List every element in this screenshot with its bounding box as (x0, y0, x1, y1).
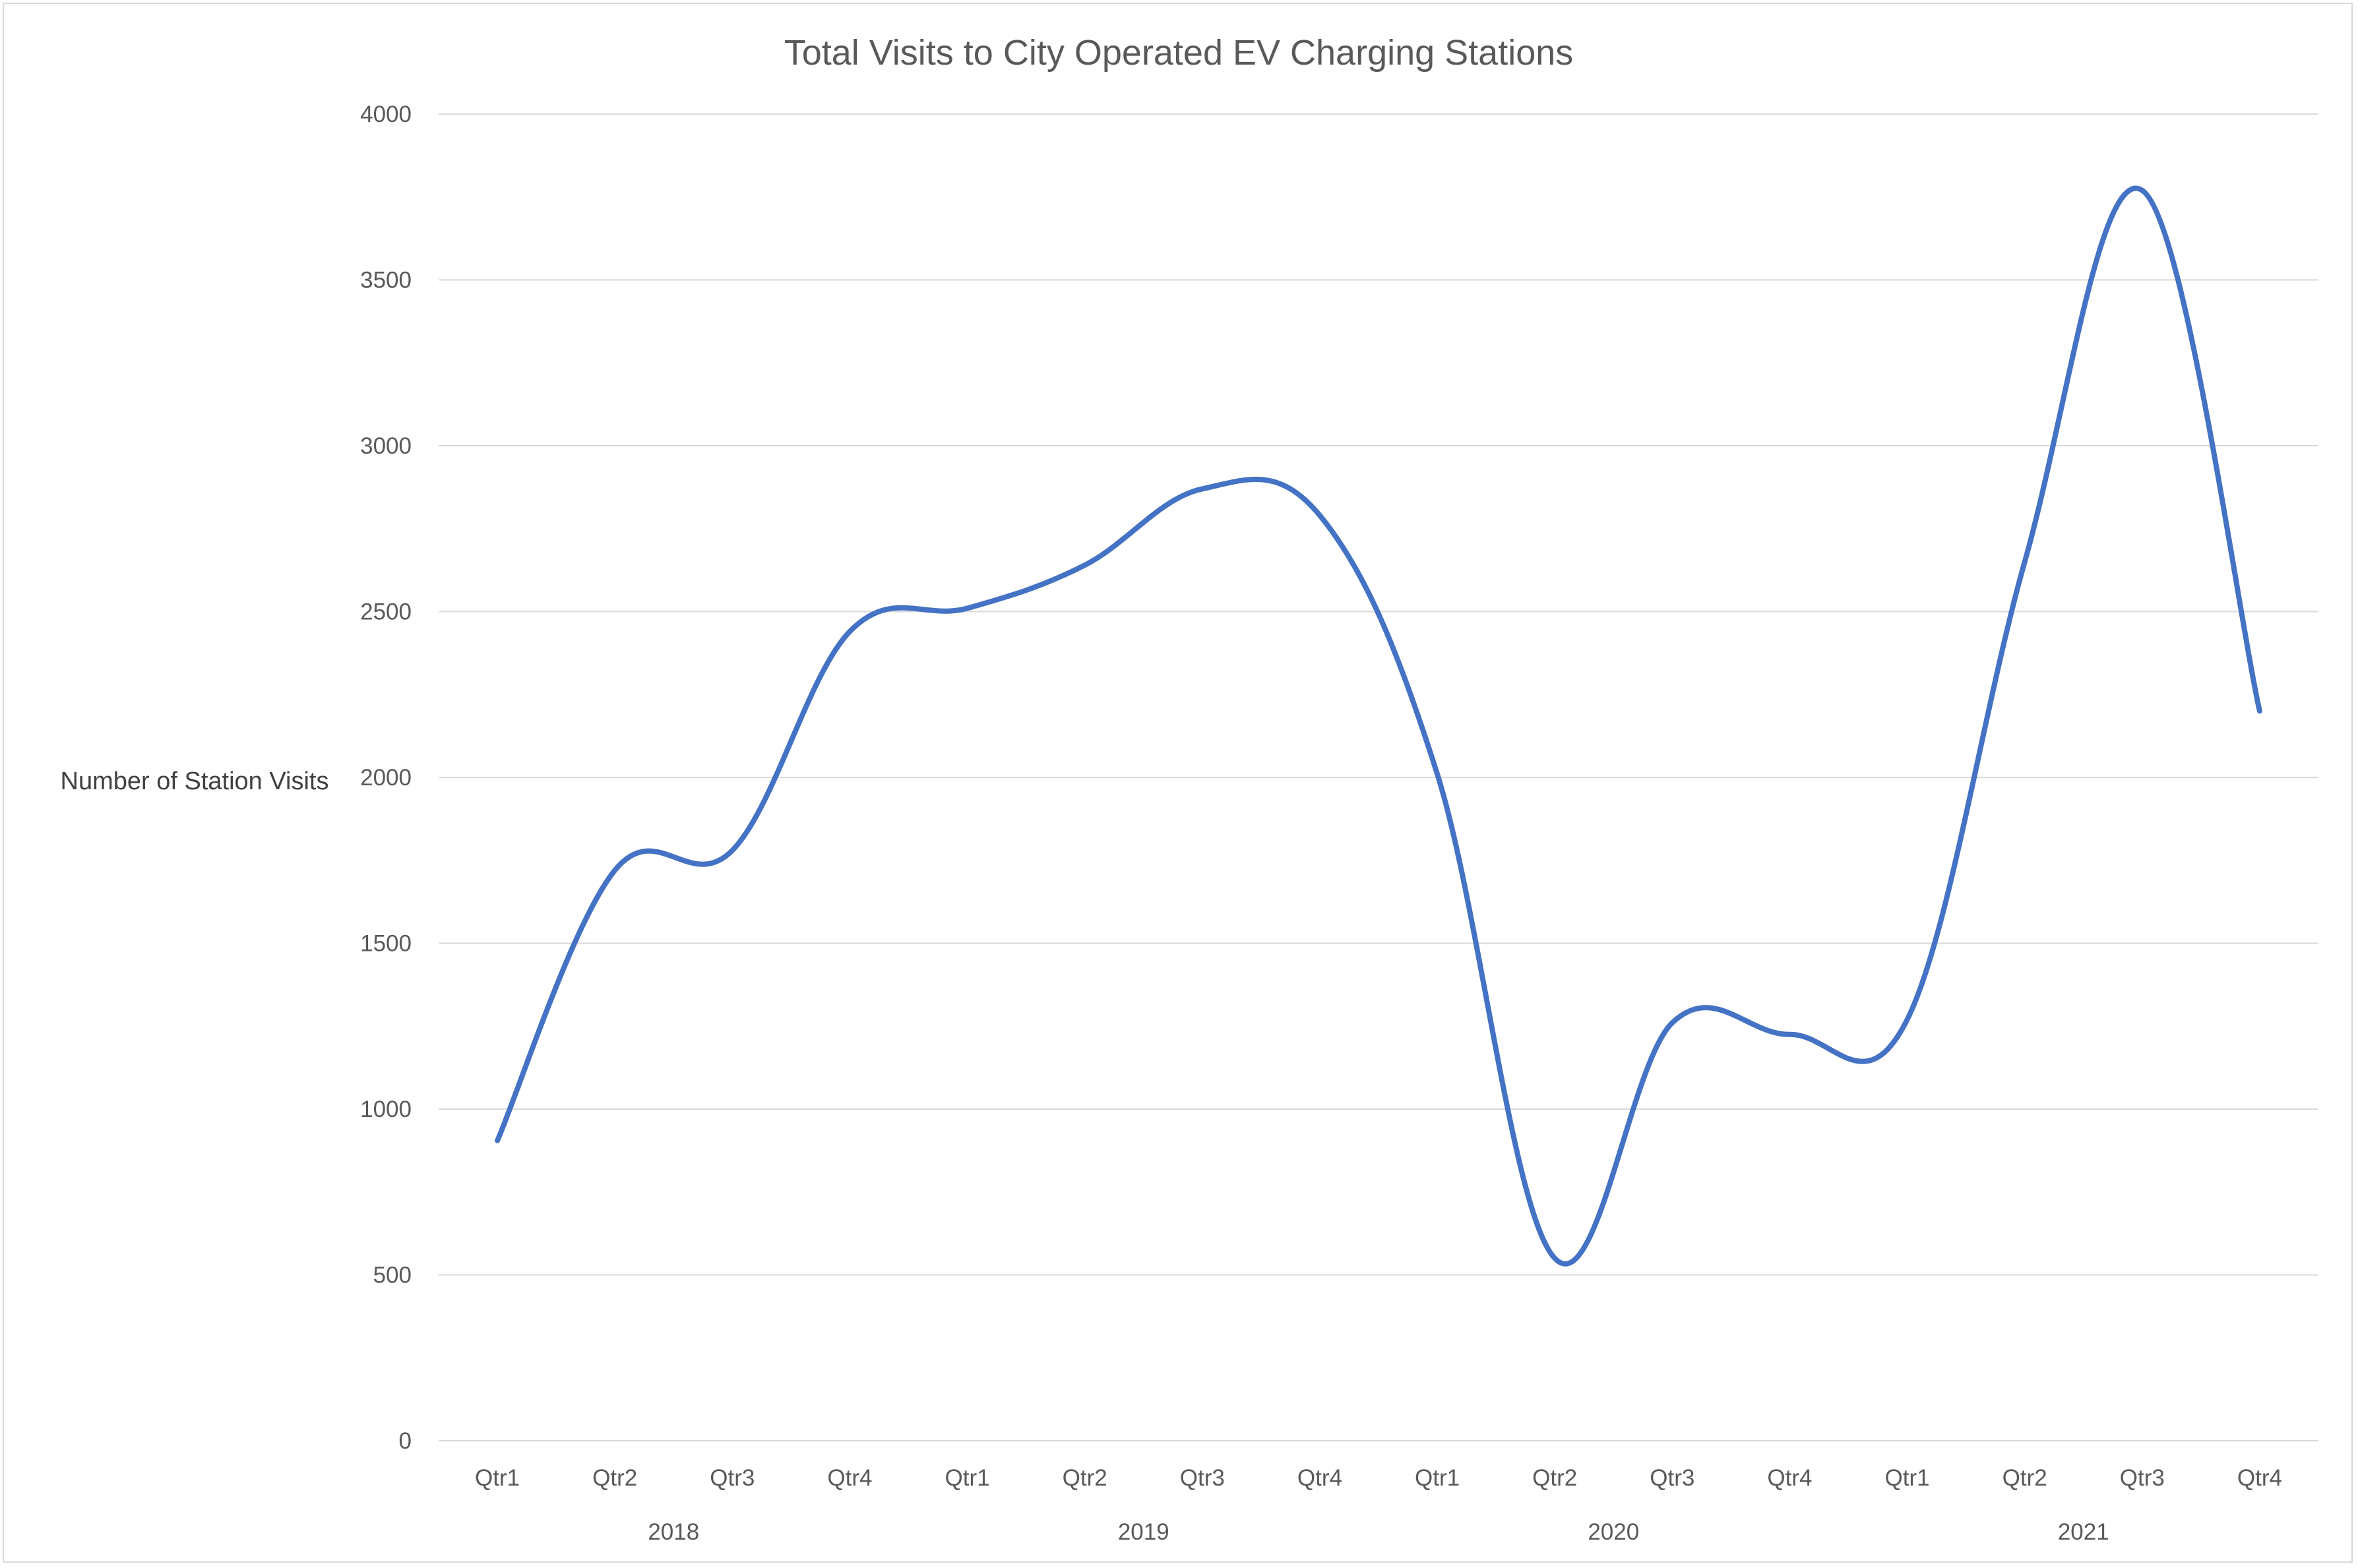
chart-frame (3, 3, 2353, 1563)
x-tick-label: Qtr3 (710, 1465, 755, 1491)
y-tick-label: 3000 (360, 433, 412, 459)
data-point (1787, 1032, 1792, 1037)
x-group-label: 2019 (1118, 1519, 1169, 1545)
data-point (1905, 1017, 1910, 1022)
x-tick-label: Qtr4 (2237, 1465, 2282, 1491)
x-group-label: 2018 (648, 1519, 699, 1545)
data-point (2022, 559, 2028, 564)
data-point (495, 1138, 500, 1143)
data-point (1317, 513, 1322, 518)
series-layer (495, 185, 2262, 1267)
chart-title: Total Visits to City Operated EV Chargin… (784, 33, 1574, 73)
y-tick-label: 500 (373, 1263, 412, 1288)
x-group-label: 2020 (1588, 1519, 1639, 1545)
x-tick-label: Qtr4 (1297, 1465, 1342, 1491)
gridlines (439, 113, 2318, 1441)
data-point (847, 629, 852, 634)
x-tick-label: Qtr1 (1415, 1465, 1460, 1491)
x-tick-label: Qtr2 (592, 1465, 637, 1491)
x-tick-label: Qtr3 (1650, 1465, 1694, 1491)
y-tick-labels: 0 500 1000 1500 2000 2500 3000 3500 4000 (360, 102, 412, 1454)
x-tick-label: Qtr1 (1885, 1465, 1930, 1491)
y-axis-label: Number of Station Visits (61, 768, 329, 795)
y-tick-label: 2000 (360, 765, 412, 791)
data-point (1200, 486, 1205, 491)
x-tick-label: Qtr4 (827, 1465, 872, 1491)
data-point (1435, 771, 1440, 777)
data-point (1669, 1020, 1675, 1025)
data-point (729, 848, 735, 853)
x-group-labels: 2018 2019 2020 2021 (648, 1519, 2109, 1545)
x-tick-label: Qtr1 (475, 1465, 520, 1491)
data-point (612, 868, 617, 873)
y-tick-label: 0 (399, 1428, 412, 1454)
data-point (2140, 188, 2145, 193)
x-tick-label: Qtr3 (1180, 1465, 1225, 1491)
data-point (2257, 708, 2262, 713)
data-point (1082, 562, 1088, 568)
y-tick-label: 3500 (360, 268, 412, 293)
y-tick-label: 1500 (360, 931, 412, 957)
data-point (1552, 1255, 1557, 1261)
x-tick-labels: Qtr1 Qtr2 Qtr3 Qtr4 Qtr1 Qtr2 Qtr3 Qtr4 Qtr1 Qtr2… (475, 1465, 2282, 1491)
x-group-label: 2021 (2058, 1519, 2109, 1545)
x-tick-label: Qtr2 (1532, 1465, 1577, 1491)
y-tick-label: 4000 (360, 102, 412, 127)
x-tick-label: Qtr2 (2002, 1465, 2047, 1491)
x-tick-label: Qtr1 (945, 1465, 990, 1491)
y-tick-label: 1000 (360, 1097, 412, 1122)
x-tick-label: Qtr4 (1767, 1465, 1812, 1491)
y-tick-label: 2500 (360, 599, 412, 625)
x-tick-label: Qtr3 (2120, 1465, 2165, 1491)
data-point (965, 605, 970, 611)
series-line-0 (495, 185, 2262, 1267)
x-tick-label: Qtr2 (1063, 1465, 1107, 1491)
